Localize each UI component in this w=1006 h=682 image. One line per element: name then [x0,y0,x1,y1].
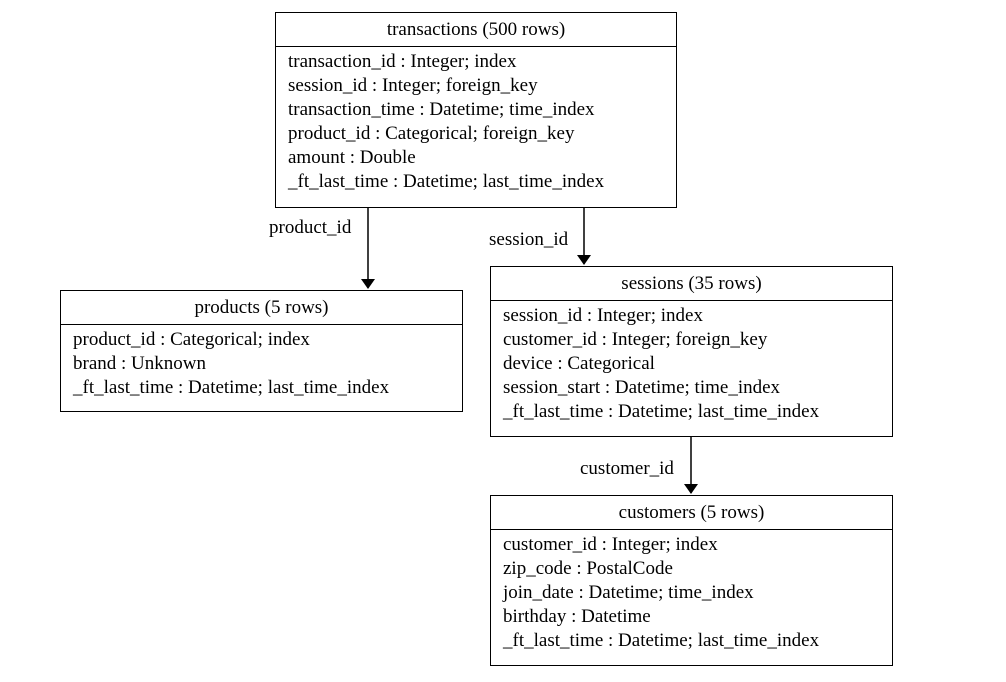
field-row: zip_code : PostalCode [503,558,673,579]
entity-title: products (5 rows) [61,291,462,325]
entity-sessions[interactable]: sessions (35 rows) session_id : Integer;… [490,266,893,437]
entity-title: customers (5 rows) [491,496,892,530]
field-list: customer_id : Integer; index zip_code : … [491,530,892,657]
field-row: session_id : Integer; index [503,305,703,326]
field-row: session_start : Datetime; time_index [503,377,781,398]
field-row: join_date : Datetime; time_index [503,582,754,603]
link-label-product-id: product_id [269,217,352,238]
field-row: transaction_id : Integer; index [288,51,517,72]
field-row: product_id : Categorical; foreign_key [288,123,575,144]
field-list: session_id : Integer; index customer_id … [491,301,892,428]
field-row: customer_id : Integer; foreign_key [503,329,768,350]
field-row: session_id : Integer; foreign_key [288,75,538,96]
field-row: _ft_last_time : Datetime; last_time_inde… [503,630,820,651]
field-list: product_id : Categorical; index brand : … [61,325,462,404]
field-row: device : Categorical [503,353,655,374]
field-row: _ft_last_time : Datetime; last_time_inde… [73,377,390,398]
entity-products[interactable]: products (5 rows) product_id : Categoric… [60,290,463,412]
field-row: transaction_time : Datetime; time_index [288,99,595,120]
link-label-session-id: session_id [489,229,569,250]
field-row: amount : Double [288,147,416,168]
field-row: _ft_last_time : Datetime; last_time_inde… [503,401,820,422]
field-row: _ft_last_time : Datetime; last_time_inde… [288,171,605,192]
field-row: product_id : Categorical; index [73,329,310,350]
field-row: birthday : Datetime [503,606,651,627]
entity-title: sessions (35 rows) [491,267,892,301]
field-row: brand : Unknown [73,353,206,374]
field-list: transaction_id : Integer; index session_… [276,47,676,198]
entity-customers[interactable]: customers (5 rows) customer_id : Integer… [490,495,893,666]
link-label-customer-id: customer_id [580,458,674,479]
field-row: customer_id : Integer; index [503,534,718,555]
entity-transactions[interactable]: transactions (500 rows) transaction_id :… [275,12,677,208]
entity-title: transactions (500 rows) [276,13,676,47]
